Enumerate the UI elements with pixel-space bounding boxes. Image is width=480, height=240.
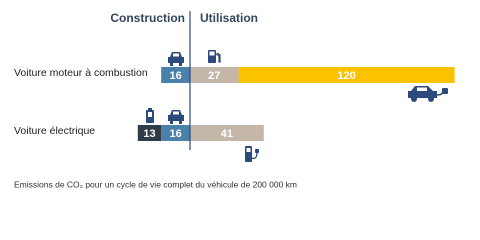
value-label: 120 xyxy=(337,70,355,82)
car-icon xyxy=(168,110,184,124)
bar-segment xyxy=(190,125,264,141)
car-plug-icon xyxy=(408,86,448,102)
value-label: 16 xyxy=(169,128,181,140)
bar-segment xyxy=(161,125,190,141)
value-label: 27 xyxy=(208,70,220,82)
bar-segment xyxy=(238,67,455,83)
bar-segment xyxy=(161,67,190,83)
chart: Construction Utilisation Emissions de CO… xyxy=(14,11,455,189)
caption: Emissions de CO₂ pour un cycle de vie co… xyxy=(14,179,297,189)
category-label: Voiture électrique xyxy=(14,125,95,137)
battery-icon xyxy=(146,108,154,123)
value-label: 13 xyxy=(143,128,155,140)
charger-icon xyxy=(245,146,259,162)
value-label: 41 xyxy=(221,128,233,140)
value-label: 16 xyxy=(169,70,181,82)
fuel-icon xyxy=(208,50,221,63)
group-header: Utilisation xyxy=(200,11,258,25)
bar-segment xyxy=(137,125,162,141)
group-header: Construction xyxy=(110,11,185,25)
bar-segment xyxy=(190,67,239,83)
car-icon xyxy=(168,52,184,66)
category-label: Voiture moteur à combustion xyxy=(14,67,148,79)
